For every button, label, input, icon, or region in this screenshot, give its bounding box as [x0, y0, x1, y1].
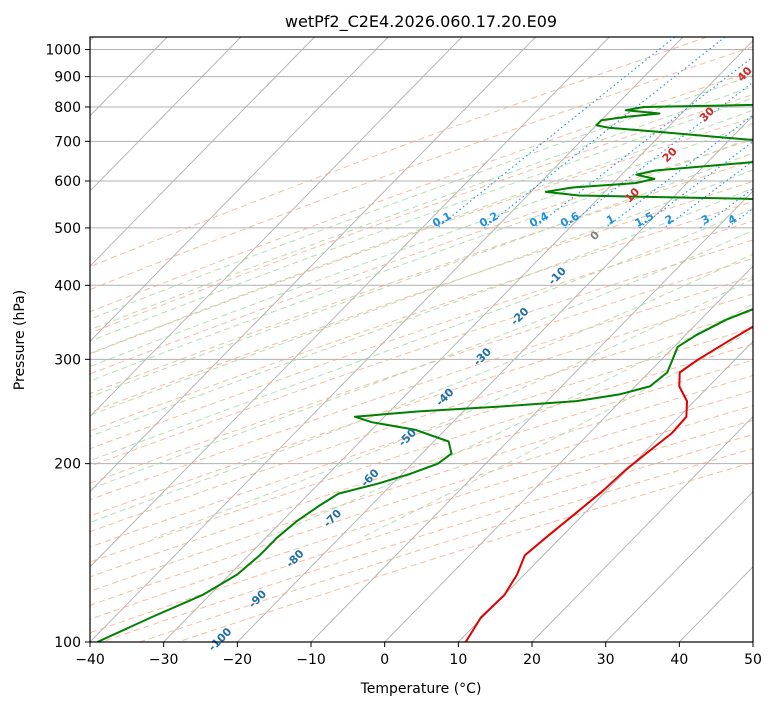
- y-tick-label: 400: [54, 278, 81, 294]
- dry-adiabat-line: [90, 138, 753, 375]
- isotherm-line: [531, 415, 753, 642]
- dewpoint-line: [96, 103, 753, 642]
- dry-adiabat-line: [90, 343, 753, 563]
- y-axis-label: Pressure (hPa): [12, 290, 28, 390]
- isotherm-line: [90, 37, 315, 267]
- dry-adiabat-line: [90, 180, 753, 413]
- chart-title: wetPf2_C2E4.2026.060.17.20.E09: [285, 12, 557, 32]
- y-tick-label: 1000: [45, 43, 81, 59]
- dry-adiabat-line: [90, 46, 753, 291]
- x-tick-label: 20: [523, 652, 541, 668]
- mixing-ratio-line: [533, 56, 753, 229]
- isotherm-line: [90, 37, 610, 568]
- mixing-ratio-line: [605, 114, 753, 229]
- isotherm-line: [605, 491, 753, 642]
- isotherm-line: [90, 37, 389, 342]
- dry-adiabat-line: [90, 293, 753, 517]
- isotherm-line: [384, 265, 753, 642]
- isotherm-line: [163, 39, 753, 642]
- moist-adiabat-line: [90, 229, 753, 490]
- x-tick-label: 50: [744, 652, 762, 668]
- y-tick-label: 500: [54, 221, 81, 237]
- dry-adiabat-line: [90, 160, 753, 395]
- background-lines: [90, 37, 753, 642]
- x-tick-label: −30: [149, 652, 179, 668]
- y-tick-label: 300: [54, 352, 81, 368]
- moist-adiabat-line: [154, 278, 753, 539]
- moist-adiabat-line: [90, 187, 753, 437]
- x-tick-label: 30: [597, 652, 615, 668]
- x-tick-label: 10: [449, 652, 467, 668]
- x-tick-label: 40: [670, 652, 688, 668]
- moist-adiabat-line: [90, 97, 753, 342]
- isotherm-line: [90, 37, 463, 418]
- mixing-ratio-line: [483, 37, 726, 229]
- y-tick-label: 100: [54, 635, 81, 651]
- profile-lines: [96, 103, 753, 642]
- dry-adiabat-line: [90, 200, 753, 432]
- y-tick-label: 200: [54, 457, 81, 473]
- isotherm-line: [458, 340, 753, 642]
- y-tick-label: 900: [54, 70, 81, 86]
- dry-adiabat-line: [90, 37, 708, 268]
- x-axis-label: Temperature (°C): [360, 681, 482, 697]
- axes: −40 −30 −20 −10 0 10 20 30 40 50 1000 900 800 700 600 5…: [45, 43, 762, 668]
- x-tick-label: −20: [223, 652, 253, 668]
- isotherm-line: [90, 37, 684, 642]
- plot-frame: [89, 36, 754, 643]
- dry-adiabat-line: [90, 359, 753, 578]
- x-tick-label: −10: [296, 652, 326, 668]
- moist-adiabat-line: [90, 169, 753, 416]
- temperature-line: [464, 325, 753, 642]
- dry-adiabat-line: [90, 310, 753, 533]
- isotherm-line: [90, 37, 242, 192]
- y-tick-label: 700: [54, 134, 81, 150]
- x-tick-label: 0: [380, 652, 389, 668]
- dry-adiabat-line: [90, 70, 753, 313]
- y-tick-label: 800: [54, 100, 81, 116]
- x-tick-label: −40: [75, 652, 105, 668]
- dry-adiabat-line: [90, 257, 753, 484]
- isotherm-line: [90, 37, 536, 493]
- dry-adiabat-line: [90, 390, 753, 606]
- moist-adiabat-line: [90, 253, 753, 523]
- y-tick-label: 600: [54, 174, 81, 190]
